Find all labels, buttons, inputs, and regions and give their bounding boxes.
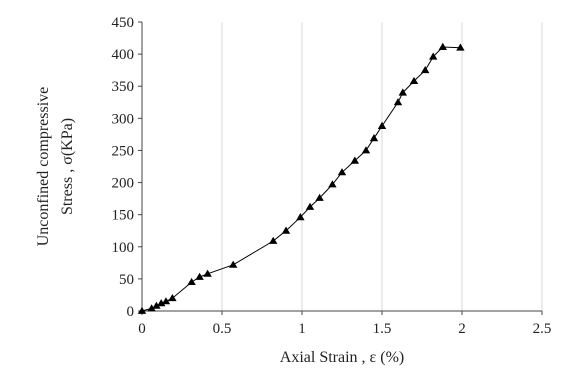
series-stress <box>137 42 465 314</box>
y-tick-label: 300 <box>112 111 135 127</box>
y-tick-label: 400 <box>112 47 135 63</box>
x-tick-label: 1.5 <box>373 321 392 337</box>
y-axis-title-line2: Stress , σ(KPa) <box>59 118 76 215</box>
data-point <box>187 277 196 285</box>
y-tick-label: 450 <box>112 15 135 31</box>
x-tick-label: 0.5 <box>213 321 232 337</box>
y-tick-label: 200 <box>112 176 135 192</box>
data-point <box>429 52 438 60</box>
data-point <box>152 301 161 309</box>
data-point <box>305 202 315 210</box>
data-point <box>350 156 359 164</box>
y-axis-title-line1: Unconfined compressive <box>35 87 52 247</box>
data-point <box>229 260 238 268</box>
data-point <box>369 134 379 142</box>
data-point <box>315 193 324 201</box>
x-tick-label: 0 <box>138 321 146 337</box>
data-point <box>398 88 407 96</box>
data-point <box>269 236 278 244</box>
data-point <box>296 213 305 221</box>
data-point <box>377 121 387 129</box>
x-axis-title: Axial Strain , ε (%) <box>280 349 404 366</box>
data-point <box>409 76 419 84</box>
grid <box>221 22 543 311</box>
data-point <box>137 306 147 314</box>
x-tick-label: 2.5 <box>533 321 552 337</box>
y-tick-label: 250 <box>112 143 135 159</box>
data-point <box>281 226 291 234</box>
axes <box>138 21 543 315</box>
y-tick-label: 0 <box>127 304 135 320</box>
data-point <box>203 269 212 277</box>
data-point <box>328 180 337 188</box>
data-point <box>456 43 465 51</box>
tick-labels: 0 50 100 150 200 250 300 350 400 450 0 0.5 1 1.5 2 2.5 <box>112 15 552 337</box>
y-tick-label: 100 <box>112 240 135 256</box>
data-point <box>361 146 371 154</box>
data-point <box>157 299 166 307</box>
y-tick-label: 50 <box>119 272 134 288</box>
x-tick-label: 2 <box>458 321 466 337</box>
data-point <box>147 304 156 312</box>
data-point <box>438 42 447 50</box>
data-point <box>161 297 171 305</box>
series-line <box>141 46 461 312</box>
y-tick-label: 150 <box>112 208 135 224</box>
data-point <box>421 66 430 74</box>
y-tick-label: 350 <box>112 79 135 95</box>
data-point <box>168 294 177 302</box>
data-point <box>337 168 347 176</box>
data-point <box>195 272 204 280</box>
data-point <box>393 98 403 106</box>
x-tick-label: 1 <box>298 321 306 337</box>
